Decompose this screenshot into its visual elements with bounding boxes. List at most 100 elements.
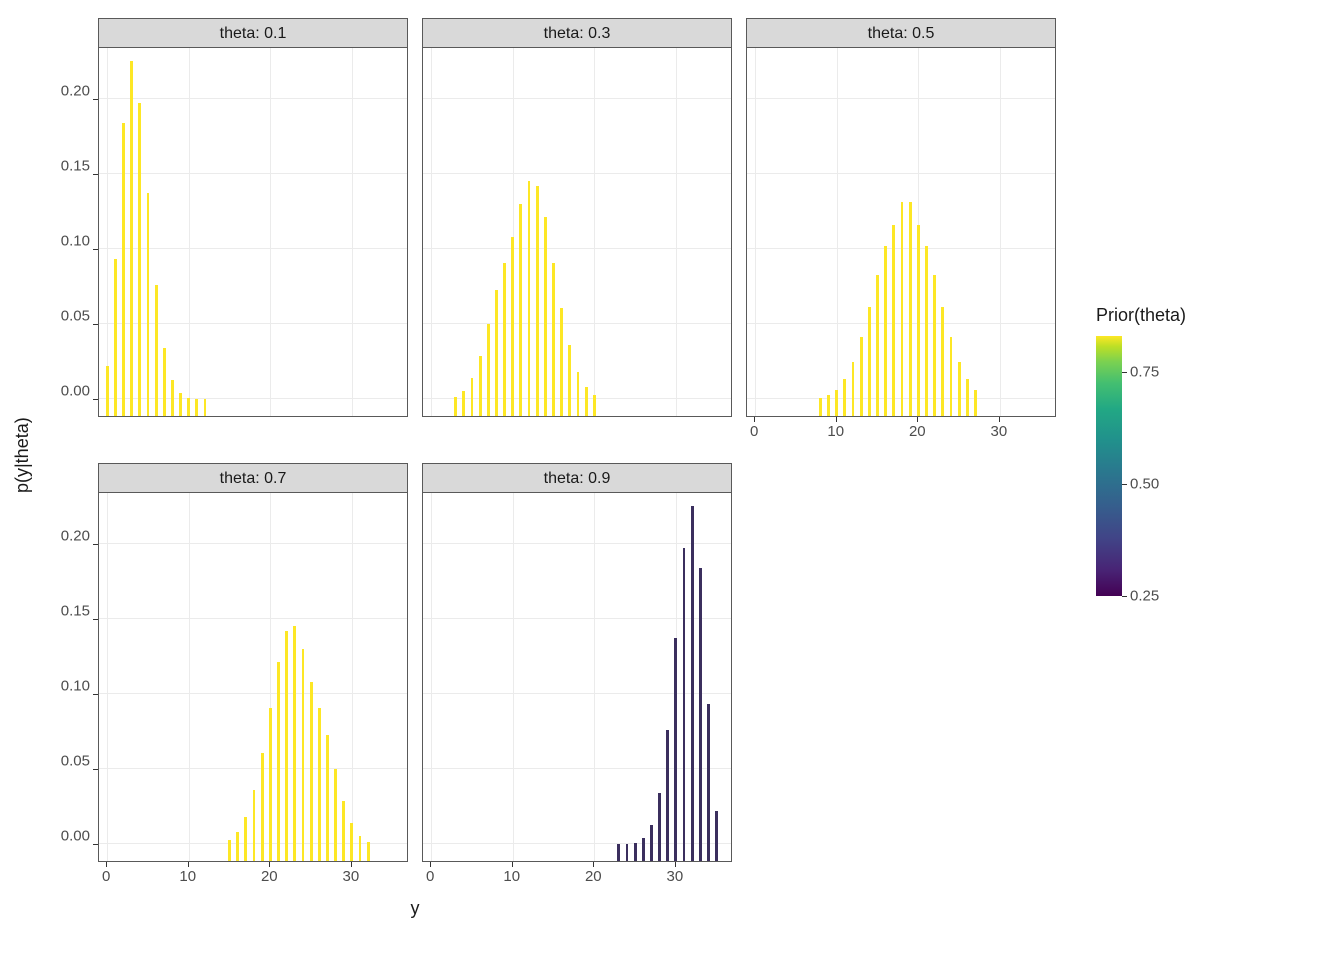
x-tick [430,862,431,867]
x-tick-label: 20 [585,868,602,885]
colorbar [1096,336,1122,596]
bar [642,838,645,861]
bar [342,801,345,861]
panel-body [746,47,1056,417]
grid-line-v [352,493,353,861]
grid-line-v [189,48,190,416]
bar [683,548,686,861]
bar [495,290,498,416]
x-tick [351,862,352,867]
bar [528,181,531,416]
x-tick-label: 10 [179,868,196,885]
bar [138,103,141,416]
bar [892,225,895,416]
bar [560,308,563,416]
grid-line-v [594,493,595,861]
grid-line-h [99,248,407,249]
bar [462,391,465,416]
bar [552,263,555,416]
colorbar-tick-label: 0.25 [1130,588,1159,605]
y-tick [93,249,98,250]
grid-line-v [1000,48,1001,416]
y-tick-label: 0.10 [61,233,90,250]
bar [179,393,182,416]
bar [925,246,928,416]
bar [487,324,490,416]
y-tick [93,399,98,400]
bar [674,638,677,861]
bar [852,362,855,416]
y-tick [93,694,98,695]
bar [585,387,588,416]
facet-strip: theta: 0.5 [746,18,1056,47]
bar [707,704,710,861]
bar [876,275,879,416]
grid-line-h [423,98,731,99]
x-tick-label: 30 [343,868,360,885]
bar [901,202,904,416]
grid-line-v [676,48,677,416]
bar [253,790,256,861]
grid-line-v [431,48,432,416]
grid-line-v [513,493,514,861]
bar [950,337,953,416]
x-tick [999,417,1000,422]
bar [617,844,620,861]
bar [155,285,158,416]
grid-line-v [837,48,838,416]
bar [204,399,207,416]
bar [860,337,863,416]
bar [974,390,977,416]
y-tick [93,174,98,175]
bar [933,275,936,416]
grid-line-v [107,48,108,416]
grid-line-h [423,248,731,249]
grid-line-h [423,543,731,544]
bar [966,379,969,416]
bar [909,202,912,416]
colorbar-labels: 0.250.500.75 [1122,336,1172,596]
bar [699,568,702,861]
bar [269,708,272,861]
bar [367,842,370,861]
bar [819,398,822,416]
x-tick-label: 0 [426,868,434,885]
x-axis-label: y [98,892,732,919]
y-tick-label: 0.15 [61,157,90,174]
bar [310,682,313,861]
bar [318,708,321,861]
bar [868,307,871,416]
bar [187,398,190,416]
x-tick-label: 10 [503,868,520,885]
panel-body [422,47,732,417]
x-tick [512,862,513,867]
grid-line-v [352,48,353,416]
x-tick [754,417,755,422]
y-axis: 0.000.050.100.150.20 [40,47,98,417]
bar [593,395,596,416]
bar [626,844,629,861]
bar [147,193,150,416]
figure: p(y|theta)theta: 0.10.000.050.100.150.20… [0,0,1344,960]
bar [171,380,174,416]
y-tick [93,769,98,770]
grid-line-h [99,323,407,324]
colorbar-tick [1122,372,1127,373]
bar [941,307,944,416]
bar [106,366,109,416]
x-tick-label: 30 [667,868,684,885]
bar [277,662,280,861]
bar [568,345,571,416]
grid-line-h [423,173,731,174]
x-axis: 0 10 20 30 [422,862,732,892]
bar [285,631,288,861]
y-tick-label: 0.10 [61,678,90,695]
bar [503,263,506,416]
grid-line-h [99,618,407,619]
bar [244,817,247,861]
bar [236,832,239,861]
bar [334,769,337,861]
bar [122,123,125,416]
x-tick [675,862,676,867]
colorbar-tick [1122,596,1127,597]
